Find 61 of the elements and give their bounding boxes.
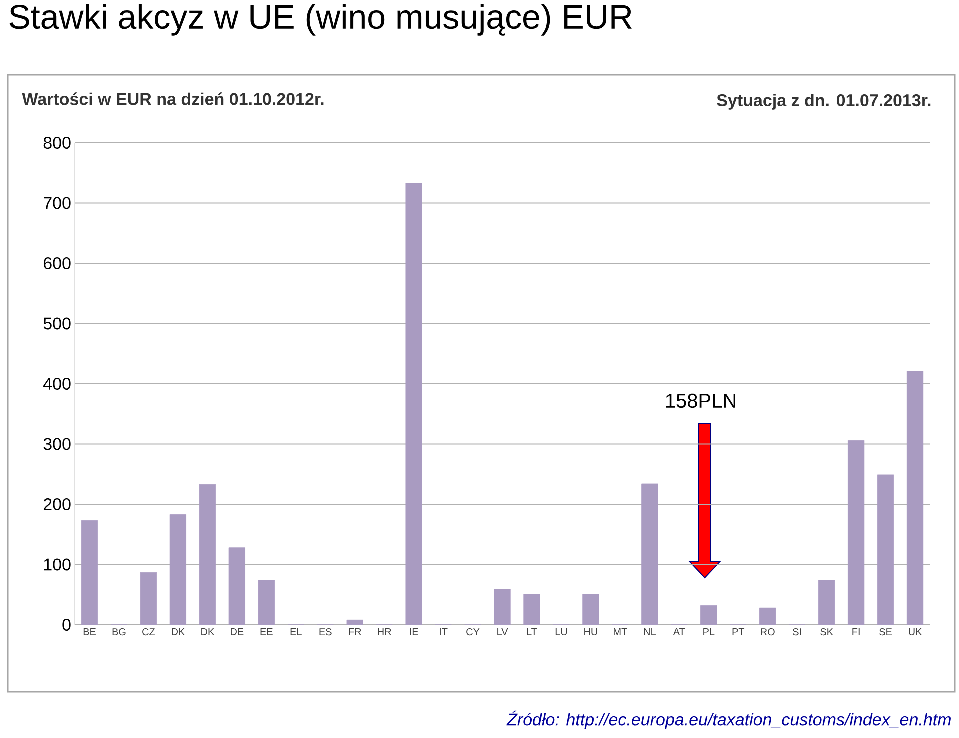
bar xyxy=(81,520,98,625)
text: Źródło: http://ec.europa.eu/taxation_customs/index_en.htm xyxy=(506,710,951,730)
bar xyxy=(140,572,158,625)
y-tick-label: 500 xyxy=(44,318,71,330)
x-tick-label: BG xyxy=(112,628,126,636)
bar xyxy=(494,589,511,625)
x-tick-label: ES xyxy=(320,628,332,636)
bar xyxy=(906,371,924,625)
bar xyxy=(700,606,718,625)
bar xyxy=(199,484,216,625)
x-tick-label: SI xyxy=(793,628,802,636)
bar xyxy=(848,440,865,625)
bar xyxy=(170,514,187,625)
bar xyxy=(877,474,894,625)
x-tick-label: IE xyxy=(410,628,418,636)
x-tick-label: EL xyxy=(290,628,302,636)
text: Wartości w EUR na dzień 01.10.2012r. xyxy=(22,92,324,106)
y-tick-label: 300 xyxy=(44,438,71,450)
x-tick-label: LV xyxy=(498,628,508,636)
x-tick-label: LU xyxy=(556,628,568,636)
x-tick-label: HR xyxy=(378,628,392,636)
x-tick-label: BE xyxy=(84,628,96,636)
x-tick-label: CZ xyxy=(142,628,156,636)
x-tick-label: IT xyxy=(440,628,448,636)
x-tick-label: EE xyxy=(260,628,273,636)
y-tick-label: 100 xyxy=(44,558,71,571)
x-tick-label: SE xyxy=(880,628,892,636)
x-tick-label: CY xyxy=(466,628,480,636)
chart-title: Stawki akcyz w UE (wino musujące) EUR xyxy=(10,4,632,36)
bar xyxy=(760,608,776,625)
bar xyxy=(258,580,275,625)
y-tick-label: 400 xyxy=(44,378,71,390)
bar xyxy=(346,620,364,625)
x-tick-label: AT xyxy=(673,628,686,636)
bar xyxy=(642,484,658,625)
y-tick-label: 800 xyxy=(44,136,71,150)
text: Sytuacja z dn. 01.07.2013r. xyxy=(717,94,931,110)
x-tick-label: HU xyxy=(584,628,598,636)
annotation: 158PLN xyxy=(666,394,736,408)
x-tick-label: DK xyxy=(202,628,215,636)
y-tick-label: 700 xyxy=(44,197,71,210)
x-tick-label: LT xyxy=(527,628,538,636)
bar xyxy=(818,580,836,625)
y-tick-label: 200 xyxy=(44,498,71,511)
x-tick-label: DK xyxy=(172,628,186,636)
x-tick-label: FR xyxy=(349,628,362,636)
bar xyxy=(228,548,246,625)
x-tick-label: MT xyxy=(614,628,628,636)
bar xyxy=(406,183,422,625)
x-tick-label: PL xyxy=(704,628,715,636)
y-tick-label: 600 xyxy=(44,257,71,270)
x-tick-label: NL xyxy=(644,628,656,636)
x-tick-label: DE xyxy=(231,628,244,636)
x-tick-label: UK xyxy=(909,628,922,636)
x-tick-label: PT xyxy=(732,628,745,636)
x-tick-label: FI xyxy=(852,628,860,636)
bar xyxy=(524,594,540,625)
y-tick-label: 0 xyxy=(62,618,71,632)
bar xyxy=(582,594,600,625)
x-tick-label: RO xyxy=(761,628,775,636)
x-tick-label: SK xyxy=(820,628,834,636)
